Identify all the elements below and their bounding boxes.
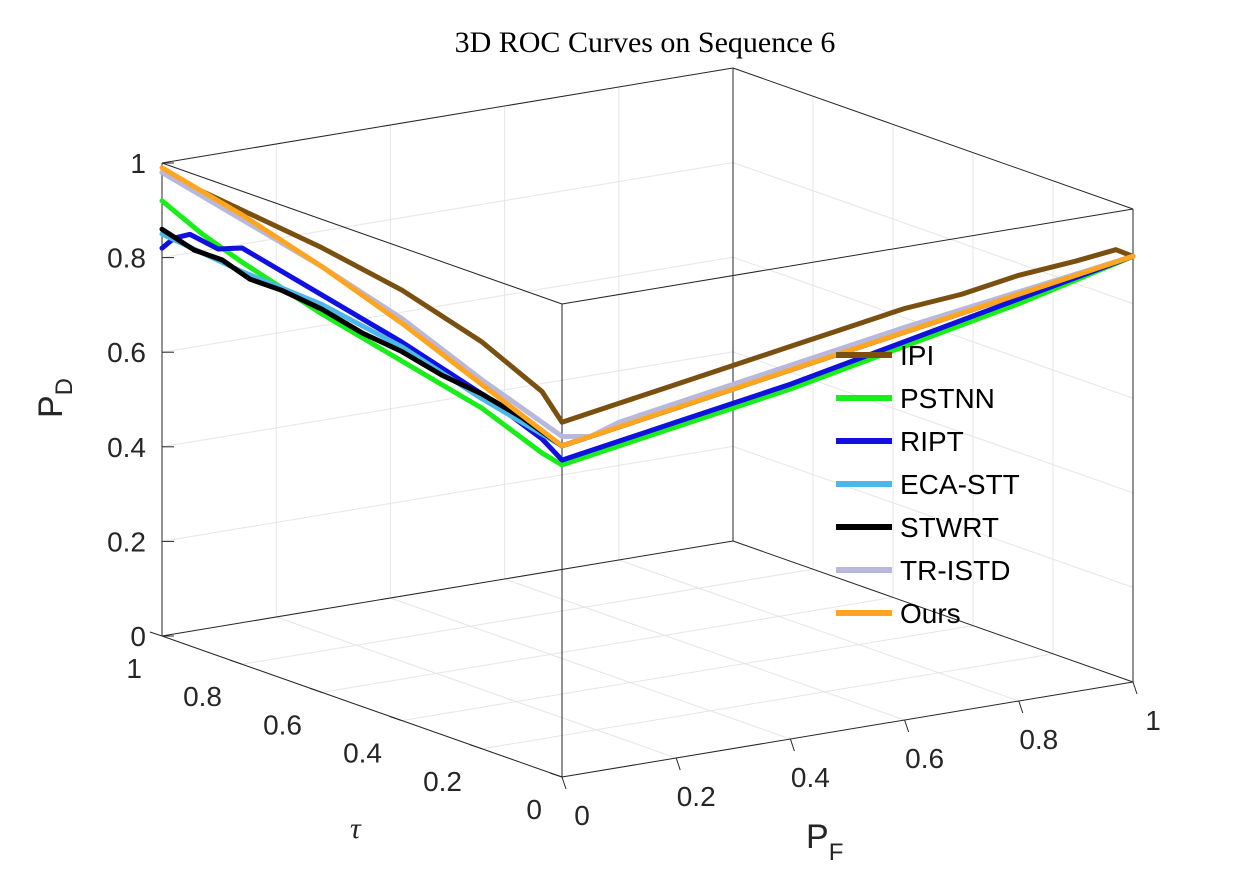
axes-box [161, 67, 1134, 778]
z-axis-label-sub: D [51, 378, 78, 395]
y-tick-label: 1 [126, 653, 142, 684]
x-tick-label: 0.2 [677, 781, 716, 812]
floor-grid-pf [276, 616, 677, 759]
legend: IPI PSTNN RIPT ECA-STT STWRT TR-ISTD Ours [836, 340, 1020, 629]
x-tick-label: 0 [574, 800, 590, 831]
floor-grid-pf [390, 597, 791, 740]
legend-label-pstnn: PSTNN [900, 383, 995, 414]
curves [159, 165, 1136, 468]
y-tick [149, 631, 163, 637]
x-tick [789, 738, 795, 752]
floor-grid-tau [481, 653, 1054, 750]
legend-label-ours: Ours [900, 598, 961, 629]
x-tick [561, 776, 567, 790]
y-axis-label: τ [350, 812, 362, 845]
back-grid-pd [161, 256, 734, 353]
y-tick [389, 716, 403, 722]
back-grid-pd [161, 162, 734, 259]
x-tick [904, 719, 910, 733]
z-tick-label: 1 [130, 148, 146, 179]
legend-label-eca-stt: ECA-STT [900, 469, 1020, 500]
tick-labels: 0 0 0 0.2 0.2 0.2 0.4 0.4 0.4 0.6 0.6 0.6 0.8 0.8 0.8 1… [107, 148, 1161, 831]
x-tick [1018, 700, 1024, 714]
back-grid-pd [161, 351, 734, 448]
floor-grid-tau [321, 596, 894, 693]
x-tick-label: 0.6 [905, 743, 944, 774]
box-edge [561, 681, 1134, 778]
side-grid-pd [732, 256, 1134, 399]
y-tick [469, 744, 483, 750]
z-tick-label: 0.4 [107, 432, 146, 463]
x-tick [675, 757, 681, 771]
z-tick-label: 0.8 [107, 243, 146, 274]
x-tick-label: 0.4 [791, 762, 830, 793]
y-tick-label: 0.8 [183, 681, 222, 712]
chart-title: 3D ROC Curves on Sequence 6 [455, 26, 836, 59]
legend-label-tr-istd: TR-ISTD [900, 555, 1010, 586]
box-edge [561, 208, 1134, 305]
z-tick-label: 0.2 [107, 526, 146, 557]
side-grid-pd [732, 445, 1134, 588]
floor-grid-pf [504, 578, 905, 721]
z-axis-label: PD [32, 378, 78, 418]
y-tick [549, 772, 563, 778]
floor-grid-tau [241, 568, 814, 665]
grid [161, 87, 1134, 759]
legend-label-stwrt: STWRT [900, 512, 999, 543]
legend-label-ript: RIPT [900, 426, 964, 457]
x-axis-label: PF [806, 818, 843, 866]
floor-grid-pf [618, 559, 1019, 702]
z-tick-label: 0.6 [107, 337, 146, 368]
x-tick-label: 1 [1145, 705, 1161, 736]
y-tick-label: 0 [526, 794, 542, 825]
series-line-ours [159, 165, 1136, 449]
z-tick-label: 0 [130, 621, 146, 652]
box-edge [161, 540, 734, 637]
box-edge [732, 540, 1134, 683]
legend-label-ipi: IPI [900, 340, 934, 371]
box-edge [732, 67, 1134, 210]
x-axis-label-sub: F [829, 839, 844, 866]
z-axis-label-main: P [32, 395, 70, 418]
series-line-pstnn [159, 198, 1136, 468]
y-tick [229, 659, 243, 665]
box-edge [161, 635, 563, 778]
y-tick [309, 687, 323, 693]
x-tick-label: 0.8 [1019, 724, 1058, 755]
x-tick [1132, 681, 1138, 695]
back-grid-pd [161, 445, 734, 542]
floor-grid-tau [401, 625, 974, 722]
y-tick-label: 0.2 [423, 766, 462, 797]
side-grid-pd [732, 351, 1134, 494]
series-line-ipi [159, 169, 1136, 425]
y-tick-label: 0.4 [343, 738, 382, 769]
box-edge [161, 162, 563, 305]
x-axis-label-main: P [806, 818, 829, 856]
y-tick-label: 0.6 [263, 709, 302, 740]
box-edge [161, 67, 734, 164]
